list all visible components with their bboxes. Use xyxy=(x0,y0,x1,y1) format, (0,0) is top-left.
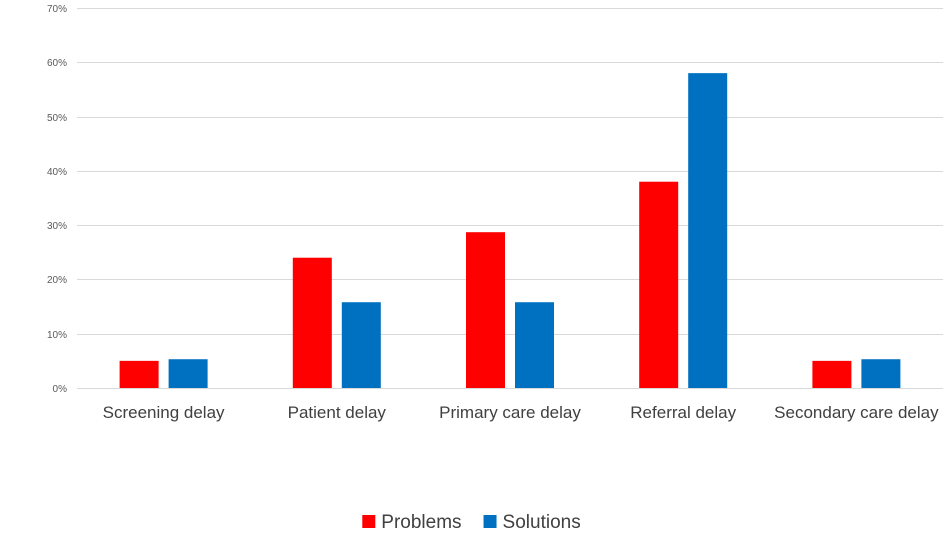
bar-problems-screening-delay xyxy=(119,360,159,388)
legend-item-solutions: Solutions xyxy=(483,512,581,533)
y-tick-label: 30% xyxy=(47,221,67,232)
x-category-label: Primary care delay xyxy=(439,403,581,422)
gridlines xyxy=(77,8,943,389)
y-tick-label: 20% xyxy=(47,275,67,286)
bar-solutions-referral-delay xyxy=(688,73,728,389)
bar-problems-secondary-care-delay xyxy=(812,360,852,388)
y-tick-label: 40% xyxy=(47,167,67,178)
y-tick-label: 10% xyxy=(47,330,67,341)
legend-swatch xyxy=(362,515,376,528)
bar-solutions-screening-delay xyxy=(168,359,208,388)
y-tick-label: 70% xyxy=(47,4,67,15)
y-tick-label: 50% xyxy=(47,113,67,124)
bar-solutions-patient-delay xyxy=(341,302,381,388)
bar-problems-primary-care-delay xyxy=(466,232,505,388)
x-category-label: Referral delay xyxy=(630,403,736,422)
legend-label: Solutions xyxy=(503,512,581,533)
y-tick-label: 60% xyxy=(47,58,67,69)
bars xyxy=(119,73,901,389)
x-category-label: Patient delay xyxy=(288,403,387,422)
y-axis-tick-labels: 0% 10% 20% 30% 40% 50% 60% 70% xyxy=(47,4,67,395)
legend-label: Problems xyxy=(381,512,461,533)
legend: Problems Solutions xyxy=(362,512,581,533)
x-category-label: Secondary care delay xyxy=(774,403,939,422)
x-axis-category-labels: Screening delay Patient delay Primary care… xyxy=(103,403,939,422)
y-tick-label: 0% xyxy=(53,384,68,395)
x-category-label: Screening delay xyxy=(103,403,225,422)
legend-item-problems: Problems xyxy=(362,512,462,533)
bar-solutions-secondary-care-delay xyxy=(861,359,901,388)
bar-problems-referral-delay xyxy=(639,181,679,388)
legend-swatch xyxy=(483,515,497,528)
bar-problems-patient-delay xyxy=(292,257,332,388)
bar-solutions-primary-care-delay xyxy=(515,302,554,388)
